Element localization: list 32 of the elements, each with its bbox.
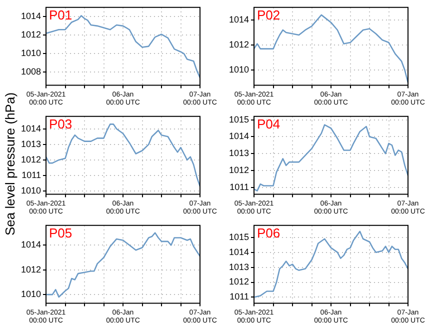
y-tick-label: 1014 [228,14,249,24]
y-tick-label: 1011 [22,170,41,180]
chart-title: P06 [257,225,280,240]
y-tick-label: 1008 [20,66,41,77]
y-tick-label: 1014 [20,240,41,250]
y-tick-label: 1012 [20,154,41,164]
y-tick-label: 1010 [20,186,41,196]
y-tick-label: 1013 [20,138,41,149]
y-tick-label: 1012 [228,276,249,287]
y-tick-label: 1013 [228,262,249,272]
y-tick-label: 1012 [228,40,249,50]
y-tick-label: 1015 [228,114,249,124]
y-tick-label: 1014 [20,11,41,22]
y-tick-label: 1011 [230,292,249,302]
y-tick-label: 1012 [20,30,41,40]
y-tick-label: 1013 [228,148,249,158]
y-tick-label: 1015 [228,232,249,242]
y-tick-label: 1010 [20,48,41,58]
chart-title: P03 [49,116,72,132]
chart-title: P01 [49,7,72,22]
chart-title: P04 [257,116,280,132]
y-tick-label: 1010 [20,289,41,300]
y-tick-label: 1012 [228,165,249,176]
y-tick-label: 1014 [228,131,249,142]
y-tick-label: 1014 [20,123,41,134]
y-tick-label: 1011 [230,182,249,192]
chart-title: P02 [257,7,280,22]
y-tick-label: 1010 [228,64,249,75]
y-tick-label: 1012 [20,264,41,274]
chart-title: P05 [49,225,72,240]
y-axis-title: Sea level pressure (hPa) [2,92,18,236]
y-tick-label: 1014 [228,246,249,257]
